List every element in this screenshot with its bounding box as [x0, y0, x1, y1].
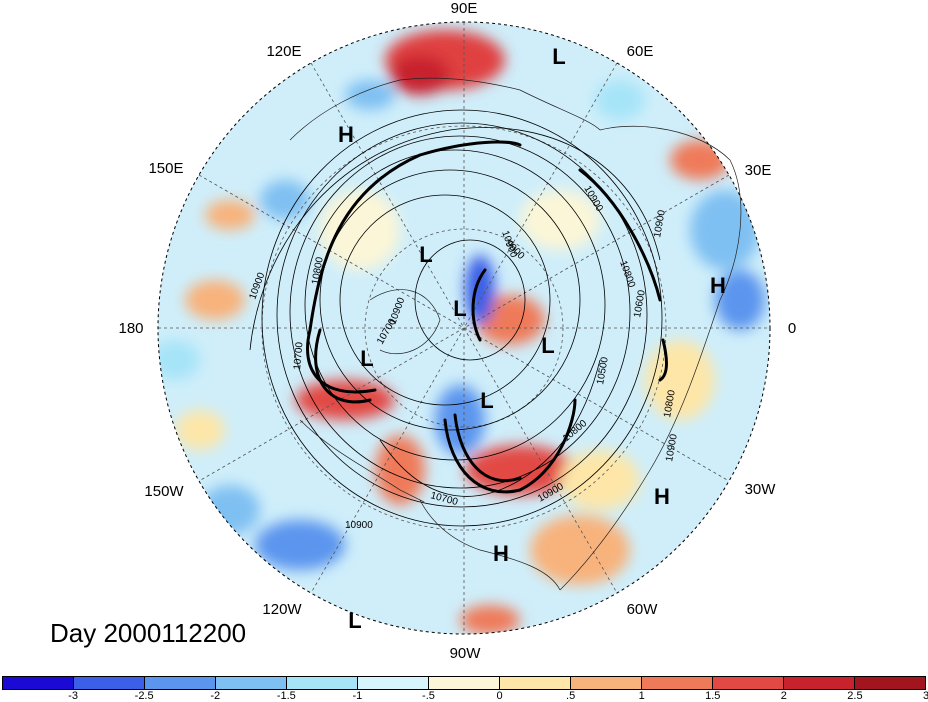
pressure-center-marker: L: [552, 44, 565, 69]
lon-label-60e: 60E: [627, 43, 654, 60]
colorbar-swatch: [642, 677, 713, 689]
pressure-center-marker: L: [453, 296, 466, 321]
graticule: [158, 22, 770, 634]
lon-label-150w: 150W: [144, 483, 184, 500]
jet-streaks: [306, 140, 668, 494]
colorbar-tick-label: -3: [68, 690, 78, 702]
contour-label: 10800: [310, 256, 326, 286]
colorbar-tick-label: -1: [352, 690, 363, 702]
lon-label-120w: 120W: [262, 601, 302, 618]
pressure-center-marker: L: [348, 608, 361, 633]
contour-label: 10700: [292, 341, 305, 370]
anomaly-field: [158, 22, 770, 634]
colorbar-swatch: [713, 677, 784, 689]
pressure-center-marker: L: [419, 242, 432, 267]
colorbar-swatch: [3, 677, 74, 689]
lon-label-120e: 120E: [266, 43, 301, 60]
lon-label-90e: 90E: [451, 0, 478, 17]
lon-label-60w: 60W: [627, 601, 659, 618]
colorbar-swatch: [429, 677, 500, 689]
height-contours: [249, 109, 663, 527]
lon-label-180: 180: [118, 320, 143, 337]
colorbar-tick-label: -.5: [422, 690, 435, 702]
colorbar-swatch: [216, 677, 287, 689]
pressure-center-marker: L: [541, 333, 554, 358]
lon-label-90w: 90W: [450, 645, 482, 662]
colorbar-swatch: [145, 677, 216, 689]
pressure-center-marker: L: [480, 388, 493, 413]
pressure-center-marker: H: [338, 122, 354, 147]
coastlines: [289, 77, 742, 591]
colorbar-tick-labels: -3 -2.5 -2 -1.5 -1 -.5 0 .5 1 1.5 2 2.5 3: [2, 690, 928, 702]
contour-label: 10900: [345, 520, 373, 531]
colorbar-tick-label: -2: [210, 690, 221, 702]
lon-label-0: 0: [788, 320, 796, 337]
colorbar-tick-label: 1.5: [705, 690, 721, 702]
longitude-labels: 90E 60E 30E 0 30W 60W 90W 120W 150W 180 …: [118, 0, 796, 662]
colorbar-swatch: [358, 677, 429, 689]
colorbar-tick-label: 3: [922, 690, 928, 702]
colorbar-swatch: [571, 677, 642, 689]
contour-label: 10900: [664, 433, 680, 463]
colorbar-swatch: [500, 677, 571, 689]
colorbar-swatch: [287, 677, 358, 689]
lon-label-30w: 30W: [745, 481, 777, 498]
colorbar-swatch: [855, 677, 925, 689]
lon-label-30e: 30E: [745, 162, 772, 179]
pressure-center-marker: L: [360, 346, 373, 371]
contour-label: 10600: [632, 289, 648, 319]
colorbar: [2, 676, 926, 690]
colorbar-tick-label: .5: [566, 690, 576, 702]
colorbar-tick-label: -1.5: [276, 690, 296, 702]
colorbar-tick-label: 2: [780, 690, 787, 702]
lon-label-150e: 150E: [148, 160, 183, 177]
colorbar-swatch: [74, 677, 145, 689]
colorbar-tick-label: 1: [638, 690, 645, 702]
colorbar-tick-label: 0: [496, 690, 503, 702]
date-caption: Day 2000112200: [50, 618, 247, 648]
contour-label: 10900: [652, 209, 668, 239]
colorbar-tick-label: 2.5: [847, 690, 863, 702]
pressure-center-marker: H: [710, 273, 726, 298]
colorbar-swatch: [784, 677, 855, 689]
pressure-center-marker: H: [654, 484, 670, 509]
colorbar-tick-label: -2.5: [134, 690, 154, 702]
contour-label: 10800: [662, 389, 678, 419]
pressure-centers: L H L L L L L H H H L: [338, 44, 726, 633]
pressure-center-marker: H: [493, 541, 509, 566]
contour-label: 10500: [595, 356, 611, 386]
